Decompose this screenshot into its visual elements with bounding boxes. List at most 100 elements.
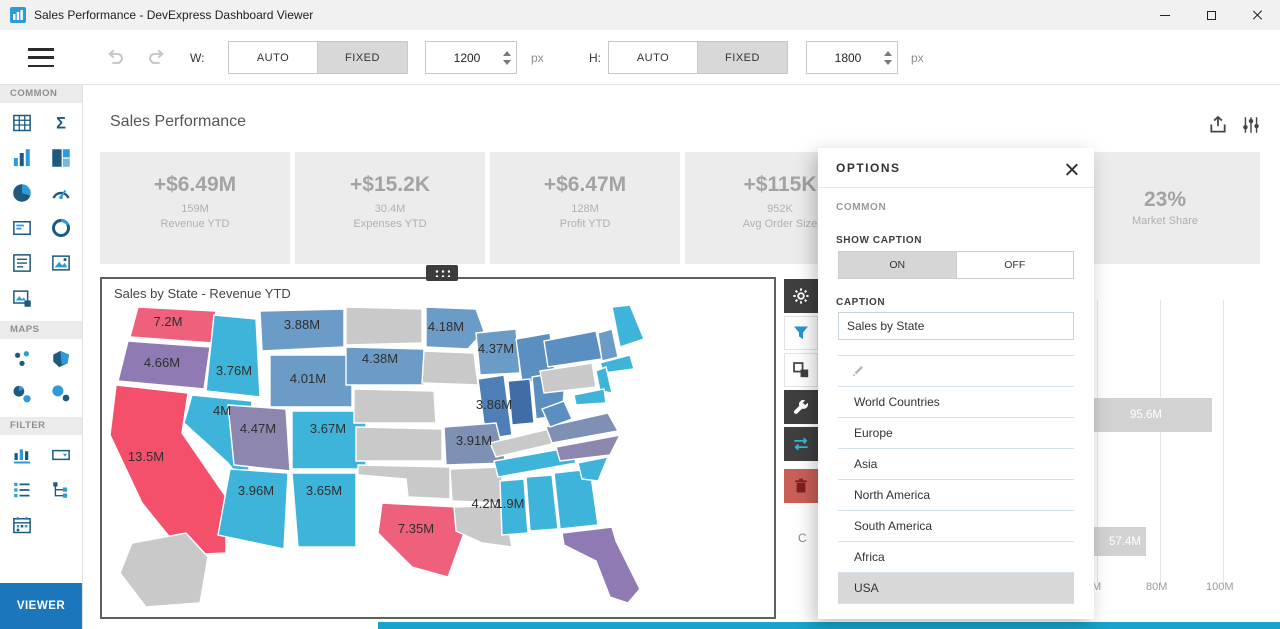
- menu-button[interactable]: [28, 48, 54, 67]
- image-icon[interactable]: [49, 253, 73, 273]
- list-item[interactable]: USA: [838, 573, 1074, 604]
- list-item[interactable]: Europe: [838, 418, 1074, 449]
- sidebar-section-label: MAPS: [0, 321, 82, 339]
- kpi-card[interactable]: +$6.47M 128M Profit YTD: [490, 152, 680, 264]
- height-auto-button[interactable]: AUTO: [608, 41, 698, 74]
- drag-handle[interactable]: [426, 265, 458, 281]
- gear-button[interactable]: [784, 279, 818, 313]
- delete-button[interactable]: [784, 469, 818, 503]
- map-state-CA[interactable]: [109, 384, 227, 556]
- gauge-icon[interactable]: [49, 183, 73, 203]
- kpi-label: Market Share: [1131, 215, 1199, 227]
- grid-icon[interactable]: [10, 113, 34, 133]
- kpi-card[interactable]: +$15.2K 30.4M Expenses YTD: [295, 152, 485, 264]
- width-auto-button[interactable]: AUTO: [228, 41, 318, 74]
- bubble-map-icon[interactable]: [49, 384, 73, 404]
- maximize-button[interactable]: [1188, 0, 1234, 30]
- map-value-label: 3.91M: [456, 433, 492, 448]
- sum-icon[interactable]: Σ: [49, 113, 73, 133]
- text-box-icon[interactable]: [10, 253, 34, 273]
- undo-button[interactable]: [104, 46, 126, 73]
- map-state-OK[interactable]: [357, 464, 451, 500]
- map-state-KS[interactable]: [355, 426, 443, 462]
- map-state-IL[interactable]: [477, 374, 513, 440]
- list-box-icon[interactable]: [10, 480, 34, 500]
- map-state-MS[interactable]: [499, 478, 529, 536]
- date-filter-icon[interactable]: [10, 515, 34, 535]
- viewer-button[interactable]: VIEWER: [0, 583, 82, 629]
- list-item[interactable]: Asia: [838, 449, 1074, 480]
- list-edit-row[interactable]: [838, 356, 1074, 387]
- kpi-card[interactable]: 23% Market Share: [1070, 152, 1260, 264]
- wrench-button[interactable]: [784, 390, 818, 424]
- list-item[interactable]: World Countries: [838, 387, 1074, 418]
- map-state-IN[interactable]: [507, 378, 535, 426]
- redo-button[interactable]: [146, 46, 168, 73]
- tree-view-icon[interactable]: [49, 480, 73, 500]
- width-input[interactable]: 1200: [425, 41, 517, 74]
- bound-image-icon[interactable]: [10, 288, 34, 308]
- range-filter-icon[interactable]: [10, 445, 34, 465]
- map-state-NE[interactable]: [353, 388, 437, 424]
- map-state-VA[interactable]: [545, 412, 620, 444]
- list-item[interactable]: North America: [838, 480, 1074, 511]
- map-state-NH[interactable]: [597, 328, 619, 362]
- height-input[interactable]: 1800: [806, 41, 898, 74]
- map-state-MD[interactable]: [573, 388, 607, 406]
- width-spin-buttons[interactable]: [498, 42, 516, 73]
- minimize-button[interactable]: [1142, 0, 1188, 30]
- map-state-AZ[interactable]: [217, 468, 289, 550]
- map-state-AK[interactable]: [119, 532, 209, 608]
- caption-input[interactable]: [838, 312, 1074, 340]
- map-panel[interactable]: Sales by State - Revenue YTD 7.2M 4.66M 13…: [100, 277, 776, 619]
- map-state-ND[interactable]: [345, 306, 423, 346]
- treemap-icon[interactable]: [49, 148, 73, 168]
- map-state-SC[interactable]: [577, 456, 610, 482]
- convert-button[interactable]: [784, 353, 818, 387]
- map-state-ME[interactable]: [611, 305, 645, 348]
- export-button[interactable]: [1205, 112, 1231, 138]
- kpi-subvalue: 30.4M: [374, 203, 406, 215]
- combo-box-icon[interactable]: [49, 445, 73, 465]
- map-state-NM[interactable]: [291, 472, 357, 548]
- close-window-button[interactable]: [1234, 0, 1280, 30]
- list-item[interactable]: Africa: [838, 542, 1074, 573]
- map-state-AL[interactable]: [525, 474, 559, 532]
- map-state-LA[interactable]: [453, 504, 513, 548]
- map-state-IA[interactable]: [421, 350, 479, 386]
- geo-point-map-icon[interactable]: [10, 349, 34, 369]
- card-icon[interactable]: [10, 218, 34, 238]
- map-state-TX[interactable]: [377, 502, 465, 578]
- choropleth-map-icon[interactable]: [49, 349, 73, 369]
- map-state-TN[interactable]: [493, 446, 577, 478]
- bar-chart-icon[interactable]: [10, 148, 34, 168]
- chart-bar-label: 95.6M: [1130, 409, 1162, 421]
- map-state-WV[interactable]: [541, 400, 573, 428]
- pie-chart-icon[interactable]: [10, 183, 34, 203]
- map-state-NC[interactable]: [555, 434, 622, 462]
- height-spin-buttons[interactable]: [879, 42, 897, 73]
- close-options-button[interactable]: [1058, 156, 1084, 182]
- map-state-PA[interactable]: [539, 362, 597, 394]
- caption-on-button[interactable]: ON: [839, 252, 956, 278]
- map-state-ID[interactable]: [205, 314, 261, 398]
- width-fixed-button[interactable]: FIXED: [318, 41, 408, 74]
- map-state-MT[interactable]: [259, 308, 345, 352]
- map-state-OR[interactable]: [117, 340, 211, 390]
- map-state-NY[interactable]: [543, 330, 603, 368]
- donut-icon[interactable]: [49, 218, 73, 238]
- kpi-card[interactable]: +$6.49M 159M Revenue YTD: [100, 152, 290, 264]
- map-state-GA[interactable]: [553, 468, 599, 530]
- height-fixed-button[interactable]: FIXED: [698, 41, 788, 74]
- map-state-WY[interactable]: [269, 354, 353, 408]
- map-state-FL[interactable]: [561, 526, 641, 604]
- caption-off-button[interactable]: OFF: [955, 252, 1073, 278]
- parameters-button[interactable]: [1238, 112, 1264, 138]
- pie-map-icon[interactable]: [10, 384, 34, 404]
- map-state-SD[interactable]: [345, 346, 425, 386]
- list-item[interactable]: South America: [838, 511, 1074, 542]
- map-state-NJ[interactable]: [595, 366, 613, 394]
- map-state-UT[interactable]: [227, 404, 291, 472]
- swap-button[interactable]: [784, 427, 818, 461]
- filter-button[interactable]: [784, 316, 818, 350]
